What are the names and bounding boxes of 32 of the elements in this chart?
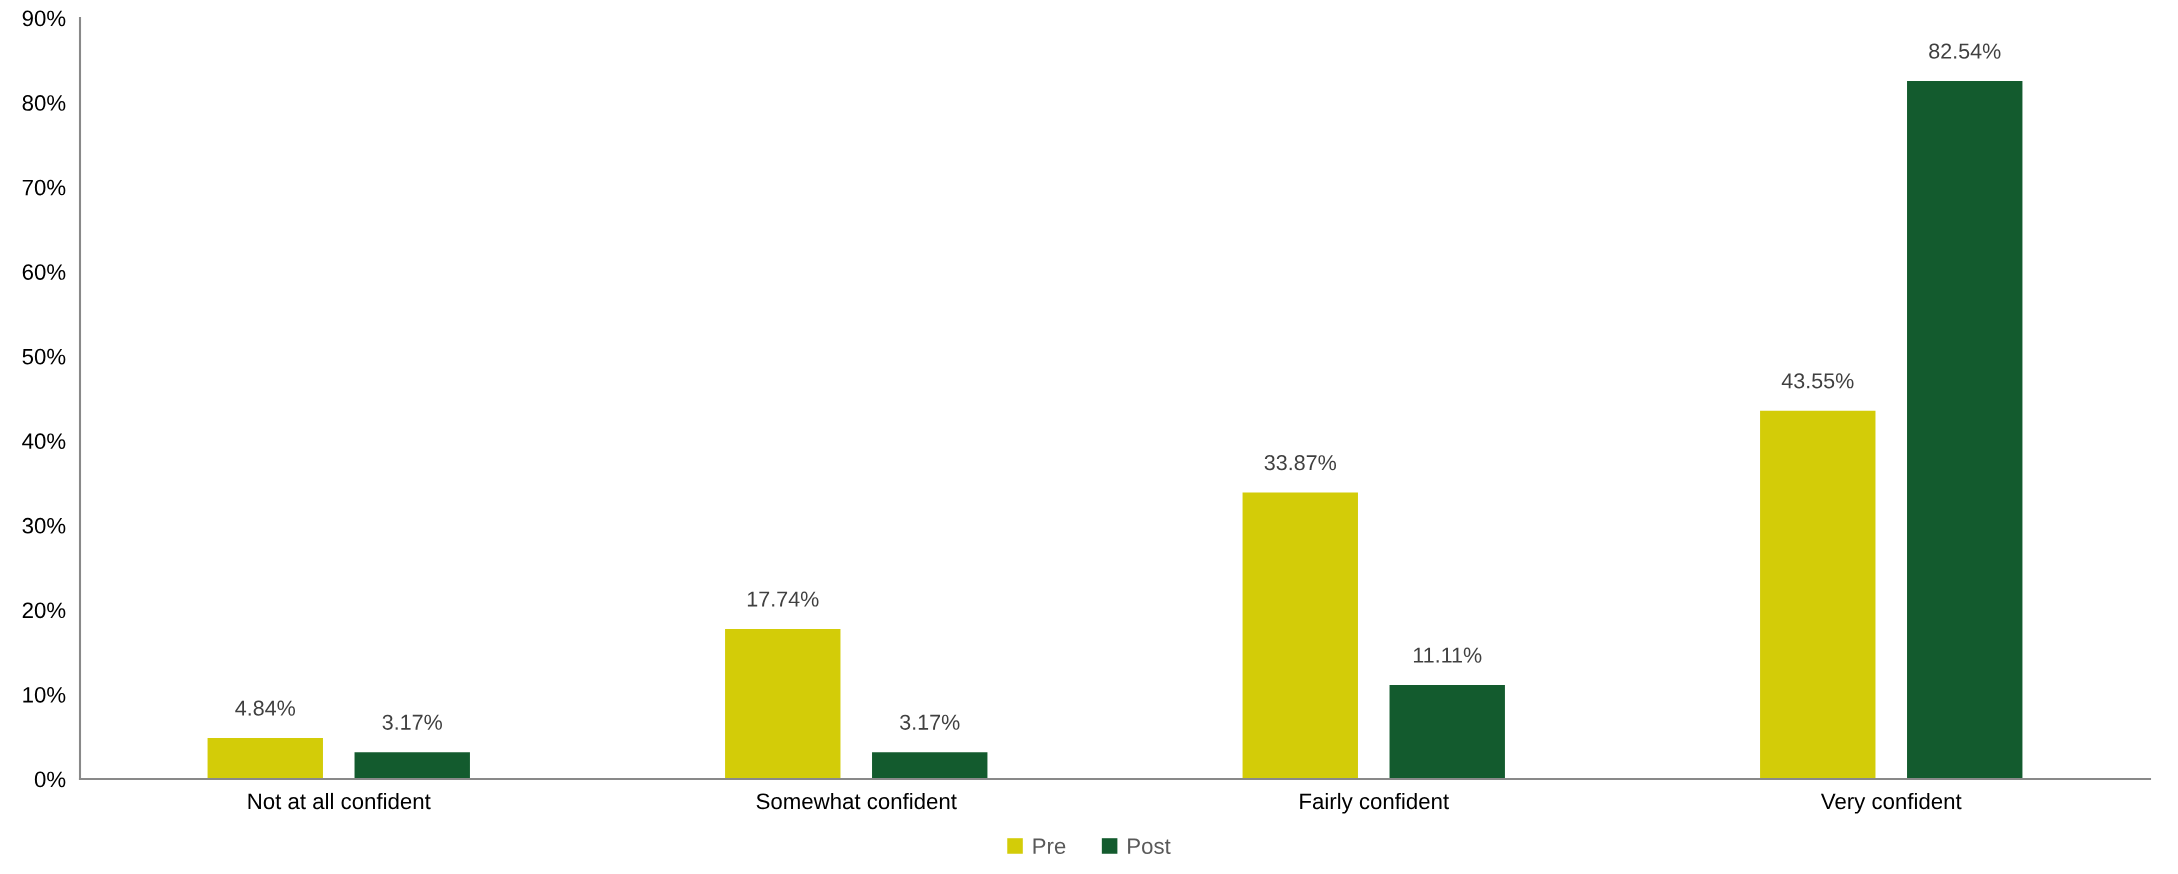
data-label: 3.17%	[900, 714, 960, 730]
x-tick-label: Very confident	[1820, 792, 1962, 814]
data-label: 4.84%	[235, 700, 296, 716]
bar	[207, 738, 323, 779]
bar	[1389, 685, 1505, 779]
bar	[872, 752, 988, 779]
y-tick-label: 30%	[22, 517, 66, 534]
y-tick-label: 50%	[22, 348, 66, 365]
data-label: 43.55%	[1781, 373, 1854, 389]
y-tick-label: 0%	[34, 771, 66, 788]
legend-label: Post	[1128, 838, 1171, 854]
data-label: 17.74%	[747, 591, 819, 607]
y-tick-label: 40%	[22, 433, 66, 450]
data-label: 3.17%	[382, 714, 442, 730]
data-label: 11.11%	[1413, 647, 1482, 663]
x-tick-label: Not at all confident	[248, 792, 431, 810]
bar	[1760, 410, 1876, 779]
legend-label: Pre	[1033, 838, 1066, 854]
y-tick-label: 90%	[22, 10, 66, 27]
bar	[725, 629, 841, 779]
x-tick-label: Fairly confident	[1300, 792, 1449, 814]
bar	[1907, 81, 2023, 779]
y-tick-label: 70%	[22, 179, 66, 196]
data-label: 82.54%	[1929, 43, 2001, 59]
bar	[354, 752, 470, 779]
y-tick-label: 80%	[22, 95, 66, 111]
y-tick-label: 10%	[23, 686, 66, 703]
y-tick-label: 20%	[22, 602, 66, 619]
data-label: 33.87%	[1264, 455, 1337, 471]
bar	[1242, 492, 1358, 779]
y-tick-label: 60%	[22, 264, 66, 280]
x-tick-label: Somewhat confident	[756, 792, 957, 810]
